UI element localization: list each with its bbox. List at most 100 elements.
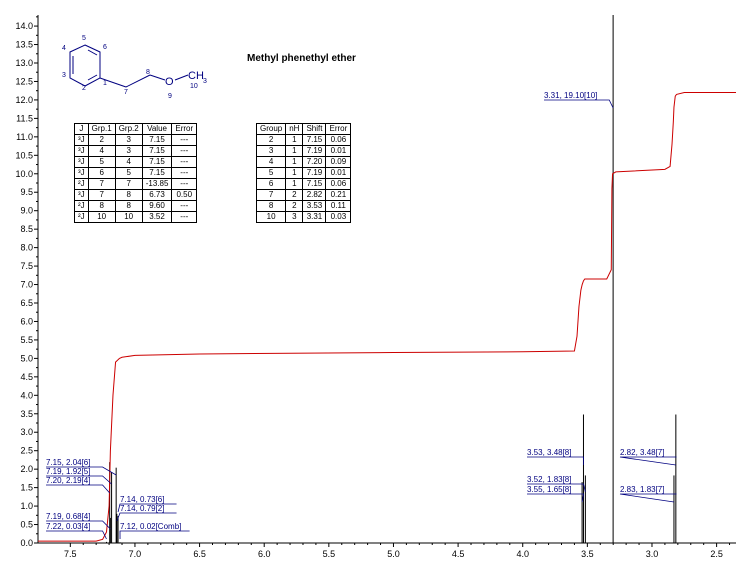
table-header-cell: J <box>74 123 89 135</box>
table-cell: 4 <box>114 156 143 168</box>
peak-leader-line <box>527 483 586 493</box>
table-cell: 0.09 <box>325 156 352 168</box>
peak-leader-line <box>117 503 177 513</box>
peak-leader-line <box>46 484 110 494</box>
table-cell: 2 <box>255 134 287 146</box>
table-header-cell: Shift <box>302 123 327 135</box>
table-header-cell: Value <box>141 123 173 135</box>
table-cell: 8 <box>114 200 143 212</box>
y-tick-label: 2.0 <box>20 464 33 474</box>
table-cell: 7 <box>87 178 116 190</box>
table-cell: 7.15 <box>141 156 173 168</box>
table-cell: 2.82 <box>302 189 327 201</box>
bond-ring-inner <box>87 74 98 81</box>
table-cell: 7.15 <box>141 134 173 146</box>
y-tick-label: 13.5 <box>15 40 33 50</box>
peak-label: 3.53, 3.48[8] <box>527 448 571 457</box>
peak-leader-line <box>619 456 677 466</box>
peak-label: 7.14, 0.73[6] <box>120 495 164 504</box>
table-cell: 3.53 <box>302 200 327 212</box>
atom-number-5: 5 <box>82 35 86 42</box>
table-cell: 2 <box>285 200 304 212</box>
peak-leader-line <box>46 530 107 540</box>
y-tick-label: 13.0 <box>15 58 33 68</box>
peak-label: 3.31, 19.10[10] <box>544 91 597 100</box>
table-cell: 8 <box>87 200 116 212</box>
x-tick-label: 6.0 <box>258 549 271 559</box>
table-cell: --- <box>171 145 198 157</box>
table-row: 5 1 7.19 0.01 <box>255 167 352 179</box>
atom-number-9: 9 <box>168 93 172 100</box>
table-cell: 9.60 <box>141 200 173 212</box>
peak-label: 7.15, 2.04[6] <box>46 458 90 467</box>
table-cell: 1 <box>285 178 304 190</box>
table-cell: 10 <box>255 211 287 223</box>
table-row: 6 1 7.15 0.06 <box>255 178 352 190</box>
table-cell: 1 <box>285 134 304 146</box>
peak-label: 3.52, 1.83[8] <box>527 475 571 484</box>
table-cell: ³J <box>74 189 89 201</box>
x-tick-label: 7.5 <box>64 549 77 559</box>
peak-leader-line <box>544 99 614 109</box>
table-cell: 3.31 <box>302 211 327 223</box>
table-cell: 8 <box>255 200 287 212</box>
peak-leader-line <box>116 512 177 522</box>
table-cell: ²J <box>74 178 89 190</box>
table-cell: 0.06 <box>325 134 352 146</box>
y-tick-label: 12.5 <box>15 76 33 86</box>
x-tick-label: 4.5 <box>452 549 465 559</box>
peak-label: 7.19, 0.68[4] <box>46 512 90 521</box>
table-cell: 7.15 <box>302 178 327 190</box>
integral-curve <box>38 92 736 542</box>
table-header-cell: Error <box>325 123 352 135</box>
bond-o-c10 <box>174 74 189 81</box>
axis-ticks: 0.0 0.5 1.0 1.5 2.0 2.5 3.0 3.5 4.0 4.5 5.0 5.5 6.0 6… <box>15 16 731 559</box>
table-header-cell: nH <box>285 123 304 135</box>
y-tick-label: 4.0 <box>20 390 33 400</box>
table-row: ³J 7 8 6.73 0.50 <box>74 189 198 201</box>
table-cell: 6.73 <box>141 189 173 201</box>
table-cell: -13.85 <box>141 178 173 190</box>
y-tick-label: 11.0 <box>16 132 33 142</box>
methyl-label: CH <box>188 70 204 82</box>
y-tick-label: 11.5 <box>16 113 33 123</box>
table-cell: 1 <box>285 167 304 179</box>
x-tick-label: 5.5 <box>323 549 336 559</box>
table-cell: 0.01 <box>325 167 352 179</box>
y-tick-label: 14.0 <box>15 21 33 31</box>
y-tick-label: 4.5 <box>20 372 33 382</box>
bond-c7-c8 <box>125 74 151 88</box>
table-cell: 5 <box>114 167 143 179</box>
table-cell: --- <box>171 211 198 223</box>
y-tick-label: 1.5 <box>20 483 33 493</box>
table-cell: 3 <box>114 145 143 157</box>
table-cell: 3.52 <box>141 211 173 223</box>
table-header-cell: Grp.2 <box>114 123 143 135</box>
table-cell: --- <box>171 134 198 146</box>
table-header-cell: Group <box>255 123 287 135</box>
bond-c1-c7 <box>99 77 127 88</box>
table-cell: 0.50 <box>171 189 198 201</box>
peak-label: 2.82, 3.48[7] <box>620 448 664 457</box>
atom-number-1: 1 <box>103 80 107 87</box>
table-cell: 7.15 <box>141 167 173 179</box>
y-tick-label: 12.0 <box>15 95 33 105</box>
table-cell: 3 <box>285 211 304 223</box>
table-cell: 5 <box>255 167 287 179</box>
oxygen-atom-label: O <box>165 76 174 88</box>
table-cell: 2 <box>285 189 304 201</box>
table-cell: 2 <box>87 134 116 146</box>
y-tick-label: 1.0 <box>20 501 33 511</box>
bond-c8-o <box>149 74 166 81</box>
table-cell: ³J <box>74 167 89 179</box>
y-tick-label: 9.0 <box>20 206 33 216</box>
y-tick-label: 9.5 <box>20 187 33 197</box>
table-cell: 10 <box>87 211 116 223</box>
table-cell: 6 <box>255 178 287 190</box>
peak-leader-line <box>527 493 585 503</box>
y-tick-label: 10.0 <box>15 169 33 179</box>
table-cell: 3 <box>114 134 143 146</box>
y-tick-label: 0.5 <box>20 520 33 530</box>
y-tick-label: 6.5 <box>20 298 33 308</box>
